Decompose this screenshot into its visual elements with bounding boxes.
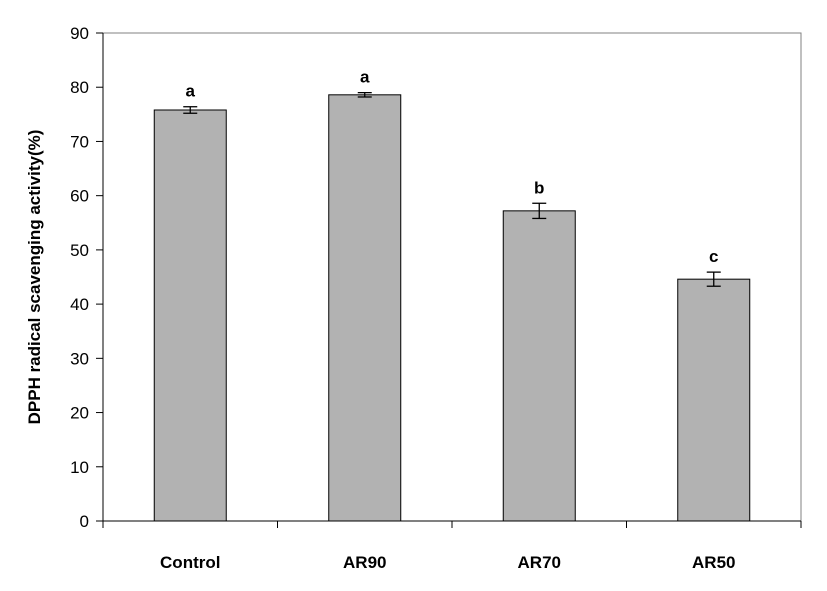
bars-group <box>153 94 751 522</box>
x-axis-ticks-group <box>102 521 802 528</box>
y-tick-label: 60 <box>70 187 89 206</box>
y-tick-label: 0 <box>80 512 89 531</box>
significance-label-ar90: a <box>360 68 370 87</box>
error-bars-group <box>183 91 721 287</box>
y-tick-label: 80 <box>70 78 89 97</box>
y-axis-ticks-group: 0 10 20 30 40 50 60 70 80 90 <box>70 24 103 531</box>
y-tick-label: 40 <box>70 295 89 314</box>
y-tick-label: 50 <box>70 241 89 260</box>
significance-labels-group: a a b c <box>186 68 719 266</box>
category-label-ar50: AR50 <box>692 553 735 572</box>
y-axis-title: DPPH radical scavenging activity(%) <box>25 130 44 425</box>
y-tick-label: 30 <box>70 349 89 368</box>
y-tick-label: 70 <box>70 132 89 151</box>
significance-label-ar70: b <box>534 178 544 197</box>
category-label-ar90: AR90 <box>343 553 386 572</box>
category-label-control: Control <box>160 553 220 572</box>
y-tick-label: 20 <box>70 404 89 423</box>
y-tick-label: 90 <box>70 24 89 43</box>
bar-ar70 <box>502 210 576 522</box>
bar-ar90 <box>328 94 402 522</box>
bar-control <box>153 109 227 522</box>
significance-label-control: a <box>186 82 196 101</box>
category-label-ar70: AR70 <box>518 553 561 572</box>
category-labels-group: Control AR90 AR70 AR50 <box>160 553 735 572</box>
significance-label-ar50: c <box>709 247 718 266</box>
bar-ar50 <box>677 278 751 522</box>
y-tick-label: 10 <box>70 458 89 477</box>
